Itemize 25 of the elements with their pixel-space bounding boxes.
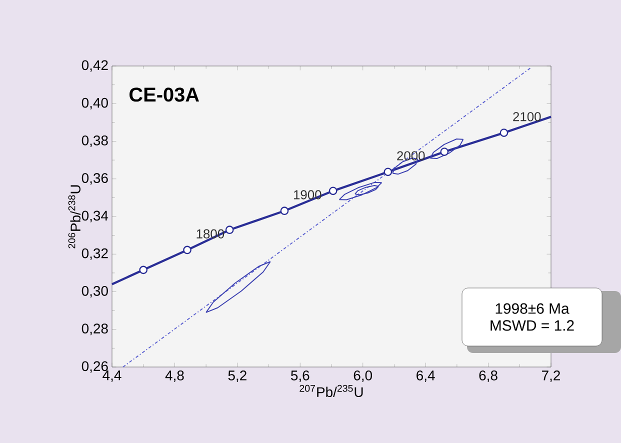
y-axis-title: $^{206}$Pb/$^{238}$U	[68, 185, 80, 248]
annotation: MSWD = 1.2	[490, 320, 574, 331]
annotation: 2000	[397, 151, 425, 160]
annotation: 2100	[513, 112, 541, 122]
y-tick-label: 0,32	[82, 248, 108, 260]
x-tick-label: 7,2	[542, 370, 560, 382]
y-tick-label: 0,34	[82, 210, 108, 222]
x-tick-label: 6,4	[416, 370, 435, 382]
x-tick-label: 4,4	[102, 370, 122, 382]
x-tick-label: 6,0	[354, 370, 372, 382]
x-tick-label: 5,2	[228, 370, 246, 382]
annotation: 1900	[294, 190, 322, 200]
annotation: 1998±6 Ma	[496, 303, 570, 314]
y-tick-label: 0,28	[82, 324, 108, 336]
x-tick-label: 6,8	[479, 370, 498, 382]
x-tick-label: 4,8	[165, 370, 184, 382]
x-axis-title: $^{207}$Pb/$^{235}$U	[300, 384, 363, 398]
y-tick-label: 0,38	[82, 135, 108, 148]
y-tick-label: 0,30	[82, 286, 108, 298]
y-tick-label: 0,40	[82, 98, 108, 110]
y-tick-label: 0,42	[82, 60, 108, 72]
x-tick-label: 5,6	[291, 370, 310, 382]
y-tick-label: 0,36	[82, 173, 108, 185]
text: CE-03A	[130, 88, 200, 102]
y-tick-label: 0,26	[82, 361, 108, 373]
